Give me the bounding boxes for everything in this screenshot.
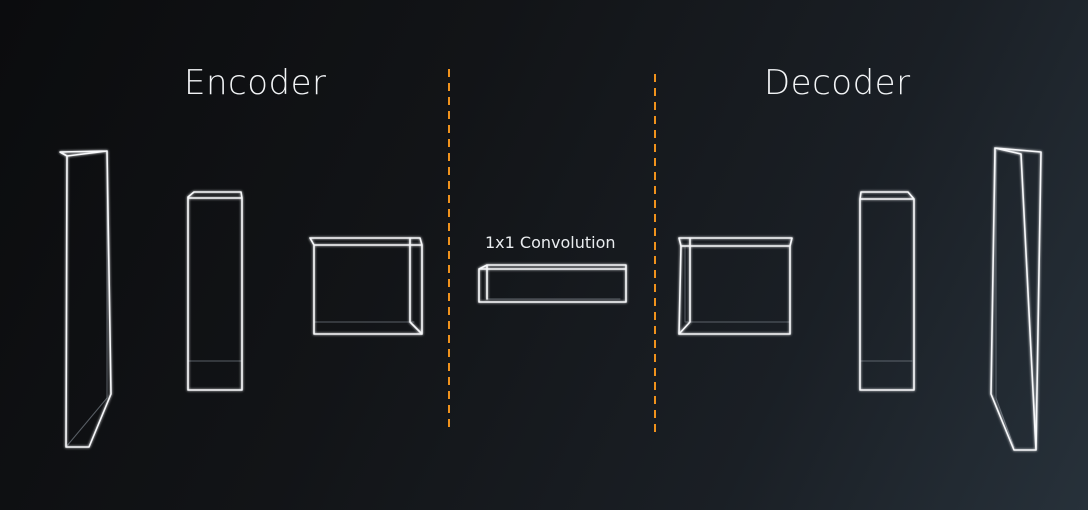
encoder-block-3 bbox=[309, 237, 423, 335]
decoder-block-2 bbox=[859, 191, 915, 391]
encoder-block-2 bbox=[187, 191, 243, 391]
encoder-title: Encoder bbox=[184, 63, 327, 103]
middle-block bbox=[478, 264, 627, 303]
decoder-block-3 bbox=[990, 147, 1042, 451]
decoder-block-1 bbox=[678, 237, 793, 335]
decoder-title: Decoder bbox=[764, 63, 911, 103]
encoder-block-1 bbox=[59, 150, 112, 448]
middle-label: 1x1 Convolution bbox=[485, 233, 616, 252]
